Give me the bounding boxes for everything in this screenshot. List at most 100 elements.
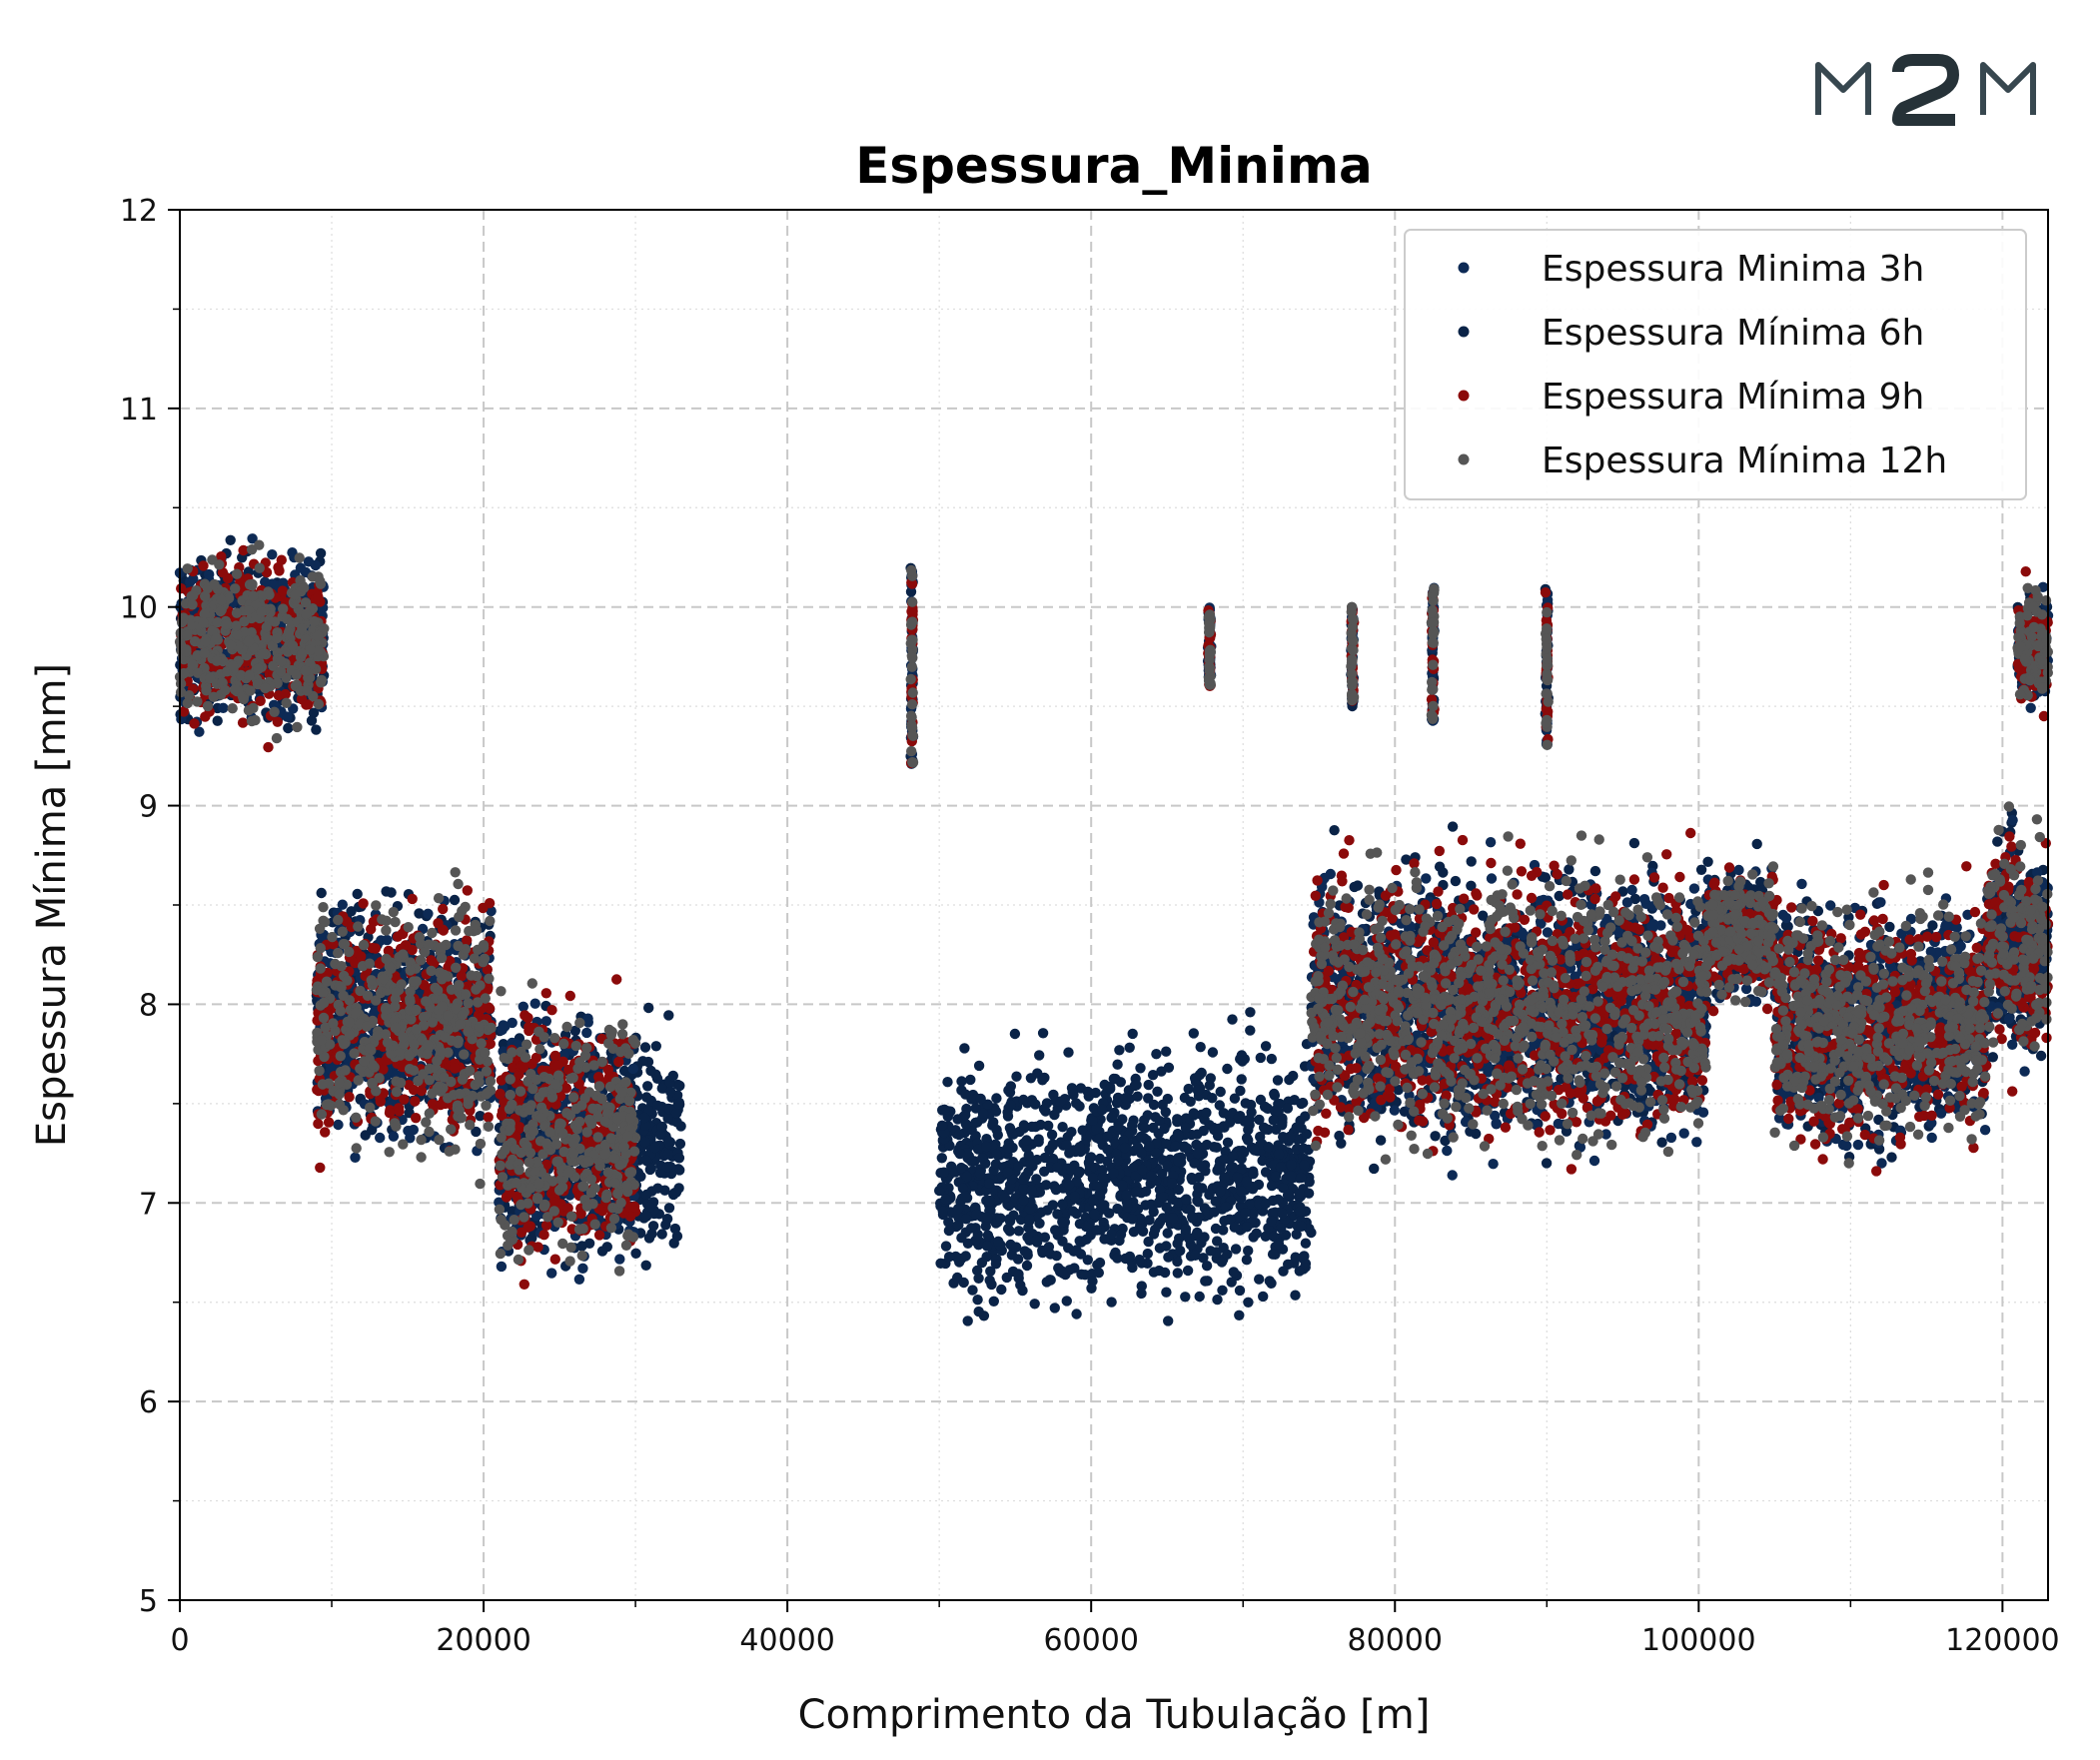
data-point bbox=[1135, 1063, 1146, 1074]
data-point bbox=[1102, 1144, 1113, 1155]
data-point bbox=[1142, 1110, 1153, 1121]
data-point bbox=[1046, 1129, 1058, 1141]
data-point bbox=[1018, 1195, 1029, 1206]
data-point bbox=[935, 1258, 946, 1270]
data-point bbox=[1111, 1098, 1123, 1109]
data-point bbox=[1097, 1172, 1108, 1184]
data-point bbox=[1034, 1218, 1045, 1230]
data-point bbox=[1273, 1238, 1285, 1250]
data-point bbox=[984, 1195, 996, 1207]
data-point bbox=[644, 1202, 655, 1213]
data-point bbox=[1349, 881, 1360, 893]
data-point bbox=[1243, 1135, 1254, 1146]
data-point bbox=[1026, 1121, 1038, 1133]
data-point bbox=[972, 1144, 984, 1155]
data-point bbox=[267, 549, 278, 560]
data-point bbox=[663, 1136, 674, 1147]
data-point bbox=[1193, 1182, 1204, 1193]
data-point bbox=[352, 888, 363, 900]
data-point bbox=[1263, 1142, 1274, 1153]
data-point bbox=[991, 1093, 1002, 1104]
data-point bbox=[1127, 1028, 1138, 1040]
data-point bbox=[1132, 1091, 1143, 1102]
data-point bbox=[333, 1119, 344, 1131]
data-point bbox=[1227, 1162, 1239, 1173]
data-point bbox=[1082, 1086, 1094, 1098]
data-point bbox=[1071, 1098, 1082, 1109]
data-point bbox=[1236, 1186, 1248, 1198]
data-point bbox=[1117, 1180, 1128, 1191]
data-point bbox=[1249, 1145, 1260, 1156]
data-point bbox=[1144, 1141, 1155, 1153]
data-point bbox=[2035, 1050, 2047, 1062]
data-point bbox=[1023, 1150, 1034, 1161]
data-point bbox=[1172, 1268, 1184, 1279]
data-point bbox=[315, 547, 327, 559]
data-point bbox=[1143, 1079, 1154, 1091]
data-point bbox=[943, 1217, 954, 1228]
data-point bbox=[1290, 1290, 1301, 1301]
data-point bbox=[1209, 1142, 1220, 1153]
data-point bbox=[1222, 1063, 1233, 1075]
data-point bbox=[1656, 1137, 1667, 1148]
data-point bbox=[1296, 1172, 1307, 1184]
data-point bbox=[962, 1238, 974, 1250]
data-point bbox=[1284, 1074, 1295, 1086]
data-point bbox=[1021, 1142, 1032, 1154]
data-point bbox=[1024, 1214, 1035, 1225]
data-point bbox=[1180, 1224, 1192, 1235]
data-point bbox=[1214, 1100, 1226, 1111]
data-point bbox=[643, 1002, 654, 1014]
data-point bbox=[1434, 861, 1446, 872]
data-point bbox=[1702, 856, 1713, 867]
data-point bbox=[1047, 1200, 1059, 1211]
data-point bbox=[1242, 1222, 1253, 1233]
data-point bbox=[1258, 1291, 1269, 1303]
data-point bbox=[1369, 1163, 1380, 1175]
data-point bbox=[988, 1296, 999, 1308]
data-point bbox=[1124, 1251, 1136, 1263]
data-point bbox=[1137, 1164, 1148, 1176]
data-point bbox=[1058, 1225, 1069, 1236]
data-point bbox=[1167, 1213, 1179, 1224]
data-point bbox=[1277, 1208, 1288, 1220]
data-point bbox=[937, 1206, 948, 1217]
data-point bbox=[1193, 1197, 1204, 1208]
data-point bbox=[1086, 1283, 1097, 1295]
data-point bbox=[1108, 1168, 1119, 1179]
data-point bbox=[1296, 1221, 1307, 1233]
data-point bbox=[1021, 1260, 1033, 1272]
data-point bbox=[668, 1238, 679, 1249]
data-point bbox=[972, 1295, 983, 1306]
data-point bbox=[1002, 1143, 1013, 1154]
data-point bbox=[1278, 1266, 1289, 1277]
data-point bbox=[1170, 1141, 1181, 1152]
data-point bbox=[1004, 1226, 1015, 1237]
data-point bbox=[1025, 1073, 1037, 1084]
data-point bbox=[1232, 1172, 1243, 1184]
data-point bbox=[1259, 1101, 1271, 1113]
data-point bbox=[973, 1273, 984, 1285]
data-point bbox=[960, 1119, 971, 1130]
data-point bbox=[1270, 1171, 1282, 1182]
data-point bbox=[1189, 1158, 1200, 1169]
data-point bbox=[956, 1076, 967, 1087]
data-point bbox=[1089, 1209, 1100, 1220]
data-point bbox=[1033, 1137, 1044, 1148]
data-point bbox=[1142, 1248, 1154, 1260]
data-point bbox=[1300, 1238, 1312, 1249]
data-point bbox=[1163, 1316, 1174, 1326]
data-point bbox=[1240, 1208, 1251, 1219]
data-point bbox=[449, 894, 461, 906]
data-point bbox=[1004, 1216, 1016, 1227]
data-point bbox=[1140, 1186, 1152, 1198]
data-point bbox=[1266, 1180, 1278, 1192]
data-point bbox=[660, 1220, 671, 1231]
data-point bbox=[990, 1106, 1002, 1117]
data-point bbox=[1066, 1165, 1077, 1176]
data-point bbox=[1927, 920, 1938, 931]
data-point bbox=[1254, 1274, 1265, 1285]
data-point bbox=[1120, 1093, 1131, 1104]
data-point bbox=[639, 1042, 651, 1053]
data-point bbox=[1099, 1200, 1110, 1211]
